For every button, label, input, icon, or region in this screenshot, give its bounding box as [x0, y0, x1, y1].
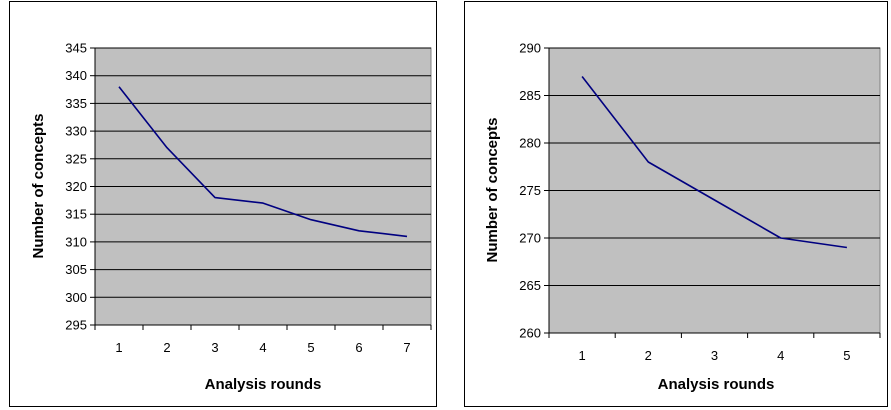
- chart-right: 290 285 280 275 270 265 260 1 2 3 4 5 Analysis rou…: [464, 1, 888, 407]
- y-tick-label: 300: [65, 290, 87, 305]
- x-tick-label: 1: [578, 348, 585, 363]
- y-tick-label: 285: [519, 88, 541, 103]
- x-tick-label: 4: [259, 340, 266, 355]
- x-axis-title: Analysis rounds: [658, 376, 775, 393]
- y-tick-label: 330: [65, 124, 87, 139]
- x-tick-label: 7: [403, 340, 410, 355]
- y-tick-labels: 345 340 335 330 325 320 315 310 305 300 295: [65, 41, 87, 333]
- x-tick-label: 3: [211, 340, 218, 355]
- y-tick-label: 305: [65, 262, 87, 277]
- series-line: [118, 86, 408, 238]
- axes: [544, 47, 881, 338]
- y-tick-label: 320: [65, 179, 87, 194]
- x-tick-label: 5: [307, 340, 314, 355]
- x-tick-label: 2: [163, 340, 170, 355]
- x-tick-label: 6: [355, 340, 362, 355]
- x-axis-title: Analysis rounds: [205, 376, 322, 393]
- x-tick-label: 4: [777, 348, 784, 363]
- x-tick-labels: 1 2 3 4 5 6 7: [115, 340, 410, 355]
- y-tick-label: 280: [519, 136, 541, 151]
- y-tick-labels: 290 285 280 275 270 265 260: [519, 41, 541, 341]
- y-tick-label: 265: [519, 278, 541, 293]
- y-tick-label: 335: [65, 96, 87, 111]
- axes: [90, 47, 432, 330]
- x-tick-label: 3: [711, 348, 718, 363]
- y-tick-label: 325: [65, 151, 87, 166]
- x-tick-label: 1: [115, 340, 122, 355]
- y-tick-label: 295: [65, 318, 87, 333]
- y-tick-label: 260: [519, 326, 541, 341]
- gridlines: [95, 47, 431, 298]
- y-tick-label: 345: [65, 41, 87, 56]
- x-tick-labels: 1 2 3 4 5: [578, 348, 850, 363]
- x-tick-label: 5: [843, 348, 850, 363]
- gridlines: [549, 47, 880, 286]
- x-tick-label: 2: [645, 348, 652, 363]
- y-tick-label: 290: [519, 41, 541, 56]
- y-tick-label: 270: [519, 231, 541, 246]
- series: [581, 76, 848, 249]
- y-tick-label: 275: [519, 183, 541, 198]
- y-tick-label: 315: [65, 207, 87, 222]
- y-tick-label: 310: [65, 234, 87, 249]
- series: [118, 86, 408, 238]
- y-axis-title: Number of concepts: [484, 117, 501, 262]
- y-tick-label: 340: [65, 68, 87, 83]
- y-axis-title: Number of concepts: [30, 113, 47, 258]
